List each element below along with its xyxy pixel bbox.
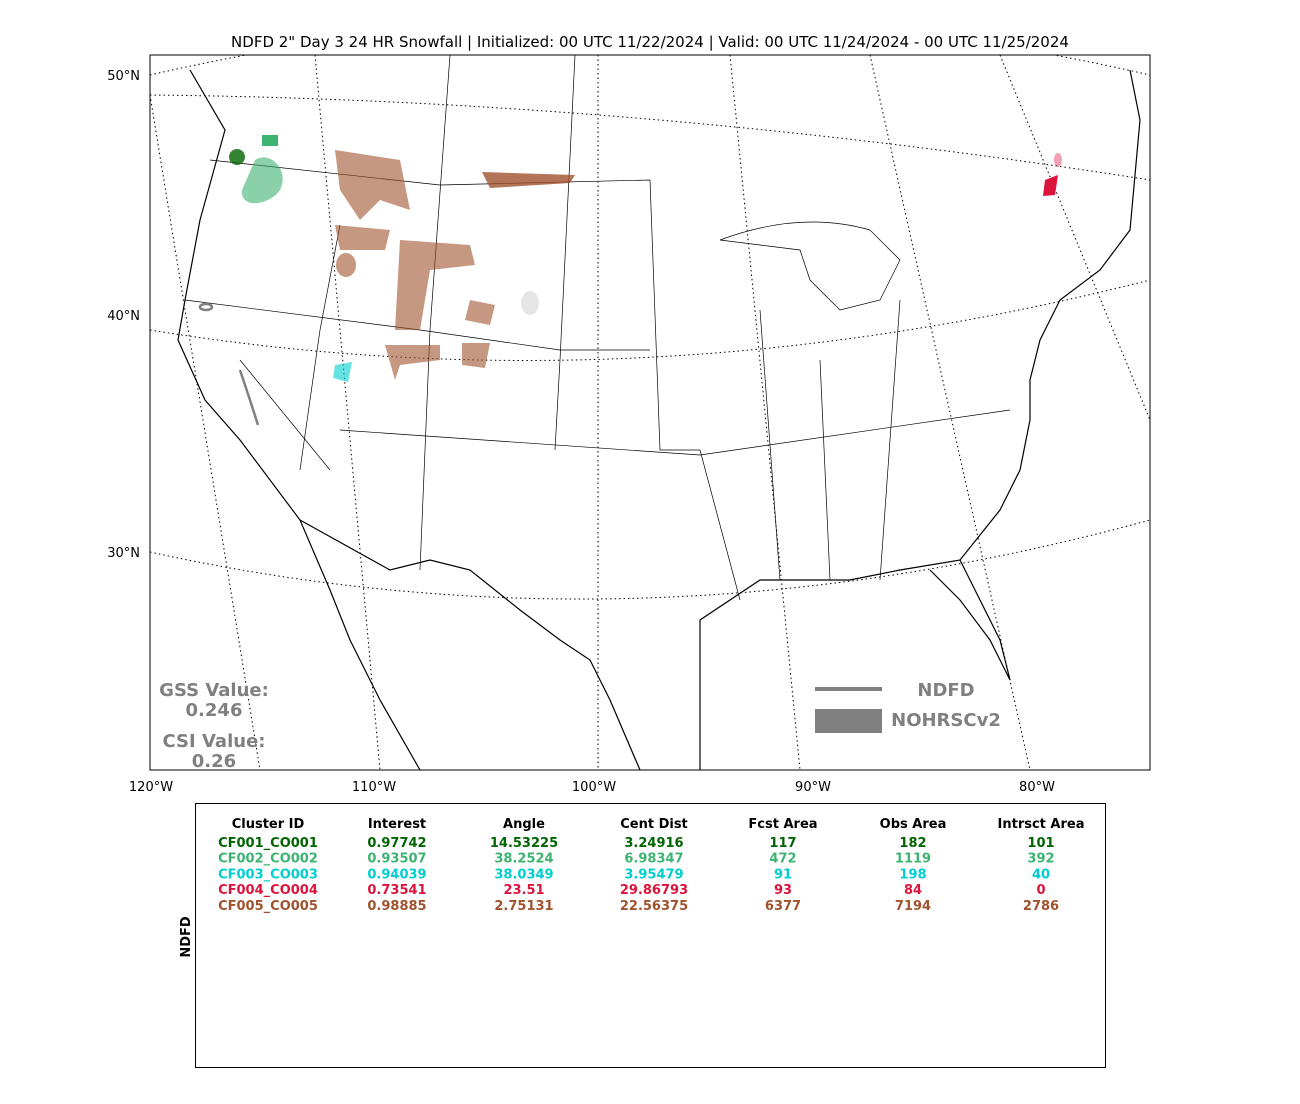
lat-label: 50°N <box>107 69 140 84</box>
table-cell: 1119 <box>895 852 931 867</box>
table-cell: 101 <box>1027 836 1054 851</box>
table-header: Fcst Area <box>748 817 817 832</box>
table-cell: 0.93507 <box>367 852 426 867</box>
table-cell: 93 <box>774 883 792 898</box>
lat-label: 40°N <box>107 309 140 324</box>
table-cell: 6.98347 <box>624 852 683 867</box>
table-cell: 38.2524 <box>494 852 553 867</box>
gss-label: GSS Value: <box>159 680 269 701</box>
csi-label: CSI Value: <box>163 731 266 752</box>
table-cell: 23.51 <box>503 883 544 898</box>
table-frame <box>195 803 1106 1068</box>
table-cell: 0.98885 <box>367 899 426 914</box>
table-header: Cent Dist <box>620 817 688 832</box>
table-cell: CF004_CO004 <box>218 883 318 898</box>
table-cell: CF001_CO001 <box>218 836 318 851</box>
csi-value: 0.26 <box>192 751 236 772</box>
table-cell: 40 <box>1032 867 1050 882</box>
map <box>150 55 1150 770</box>
table-cell: 7194 <box>895 899 931 914</box>
table-cell: 392 <box>1027 852 1054 867</box>
legend-area <box>815 709 882 733</box>
lon-label: 100°W <box>572 780 616 795</box>
table-cell: 0.97742 <box>367 836 426 851</box>
table: Cluster ID Interest Angle Cent Dist Fcst Are… <box>218 817 1084 914</box>
lon-label: 110°W <box>352 780 396 795</box>
gss-value: 0.246 <box>186 700 243 721</box>
table-cell: 29.86793 <box>620 883 688 898</box>
table-cell: CF002_CO002 <box>218 852 318 867</box>
table-cell: 117 <box>769 836 796 851</box>
table-cell: 0.73541 <box>367 883 426 898</box>
map-title: NDFD 2" Day 3 24 HR Snowfall | Initializ… <box>231 33 1069 51</box>
table-cell: 0.94039 <box>367 867 426 882</box>
table-cell: 3.24916 <box>624 836 683 851</box>
table-cell: 472 <box>769 852 796 867</box>
lon-label: 80°W <box>1019 780 1055 795</box>
lon-label: 90°W <box>795 780 831 795</box>
legend-label: NDFD <box>917 680 974 701</box>
table-cell: 182 <box>899 836 926 851</box>
table-cell: 2.75131 <box>494 899 553 914</box>
lon-label: 120°W <box>129 780 173 795</box>
table-header: Interest <box>368 817 426 832</box>
table-cell: 22.56375 <box>620 899 688 914</box>
table-cell: 38.0349 <box>494 867 553 882</box>
table-cell: CF005_CO005 <box>218 899 318 914</box>
table-cell: 198 <box>899 867 926 882</box>
table-cell: 84 <box>904 883 922 898</box>
table-cell: 2786 <box>1023 899 1059 914</box>
table-header: Obs Area <box>880 817 947 832</box>
table-cell: 0 <box>1036 883 1045 898</box>
map-frame <box>149 54 1151 771</box>
table-cell: 14.53225 <box>490 836 558 851</box>
table-header: Cluster ID <box>232 817 305 832</box>
table-cell: CF003_CO003 <box>218 867 318 882</box>
table-header: Intrsct Area <box>998 817 1085 832</box>
table-header: Angle <box>503 817 545 832</box>
table-cell: 91 <box>774 867 792 882</box>
table-side-label: NDFD <box>179 916 194 958</box>
table-cell: 3.95479 <box>624 867 683 882</box>
lat-label: 30°N <box>107 546 140 561</box>
legend-label: NOHRSCv2 <box>891 710 1001 731</box>
table-cell: 6377 <box>765 899 801 914</box>
